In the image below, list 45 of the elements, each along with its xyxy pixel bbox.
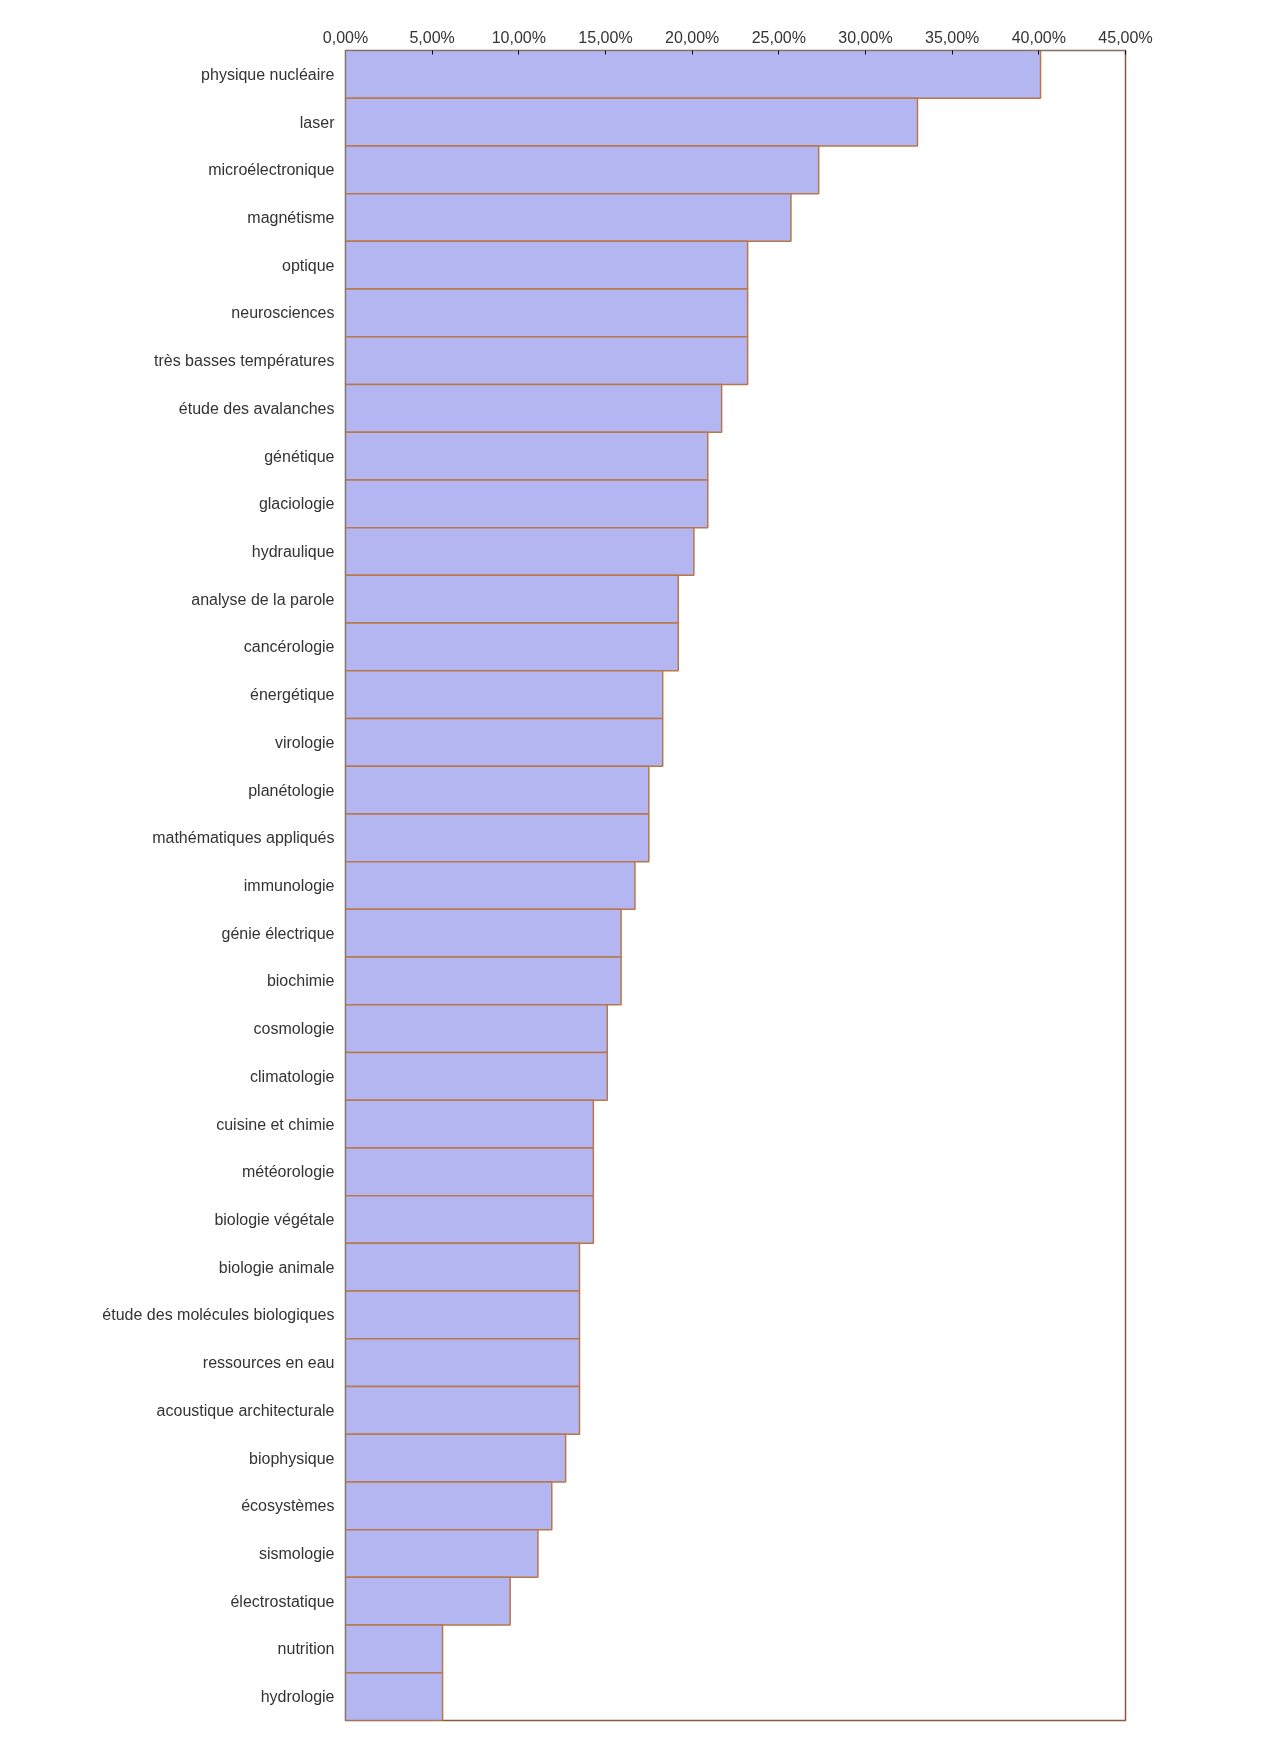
y-tick-label: hydrologie xyxy=(260,1688,335,1706)
y-tick-label: virologie xyxy=(274,733,335,751)
x-tick-label: 20,00% xyxy=(665,28,720,46)
y-tick-label: biologie animale xyxy=(218,1258,335,1276)
x-tick-label: 45,00% xyxy=(1098,28,1153,46)
y-tick-label: biologie végétale xyxy=(214,1211,335,1228)
x-tick-label: 25,00% xyxy=(751,28,806,46)
y-tick-label: électrostatique xyxy=(230,1592,335,1610)
y-tick-label: laser xyxy=(299,113,336,131)
x-tick-label: 15,00% xyxy=(578,28,633,46)
y-tick-label: acoustique architecturale xyxy=(156,1401,335,1419)
y-tick-label: cuisine et chimie xyxy=(216,1115,335,1133)
y-tick-label: très basses températures xyxy=(153,352,335,370)
y-tick-label: cosmologie xyxy=(253,1020,335,1038)
x-tick-label: 40,00% xyxy=(1011,28,1066,46)
y-tick-label: microélectronique xyxy=(208,161,335,179)
x-tick-label: 5,00% xyxy=(409,28,455,46)
y-tick-label: génétique xyxy=(264,447,335,465)
y-tick-label: météorologie xyxy=(242,1163,335,1181)
y-tick-label: glaciologie xyxy=(258,495,335,513)
y-tick-label: étude des molécules biologiques xyxy=(102,1306,335,1324)
x-tick-label: 0,00% xyxy=(322,28,369,46)
y-tick-label: physique nucléaire xyxy=(201,65,335,83)
y-tick-label: neurosciences xyxy=(231,304,335,322)
y-tick-label: magnétisme xyxy=(247,209,335,226)
y-tick-label: cancérologie xyxy=(243,638,335,656)
y-tick-label: étude des avalanches xyxy=(178,399,335,417)
y-tick-label: biochimie xyxy=(266,972,335,990)
y-tick-label: mathématiques appliqués xyxy=(152,829,335,847)
y-tick-label: optique xyxy=(282,256,335,274)
y-tick-label: énergétique xyxy=(249,686,335,704)
y-tick-label: immunologie xyxy=(243,877,335,894)
y-tick-label: analyse de la parole xyxy=(191,590,335,608)
y-tick-label: biophysique xyxy=(249,1449,335,1467)
x-tick-label: 30,00% xyxy=(838,28,893,46)
y-tick-label: ressources en eau xyxy=(202,1354,335,1372)
x-tick-label: 10,00% xyxy=(491,28,546,46)
y-tick-label: planétologie xyxy=(248,781,335,799)
y-tick-label: sismologie xyxy=(258,1545,335,1562)
y-tick-label: climatologie xyxy=(250,1067,335,1085)
y-tick-label: hydraulique xyxy=(251,543,335,560)
y-tick-label: nutrition xyxy=(277,1640,335,1658)
y-tick-label: écosystèmes xyxy=(241,1497,335,1515)
y-tick-label: génie électrique xyxy=(221,924,335,942)
x-tick-label: 35,00% xyxy=(925,28,980,46)
